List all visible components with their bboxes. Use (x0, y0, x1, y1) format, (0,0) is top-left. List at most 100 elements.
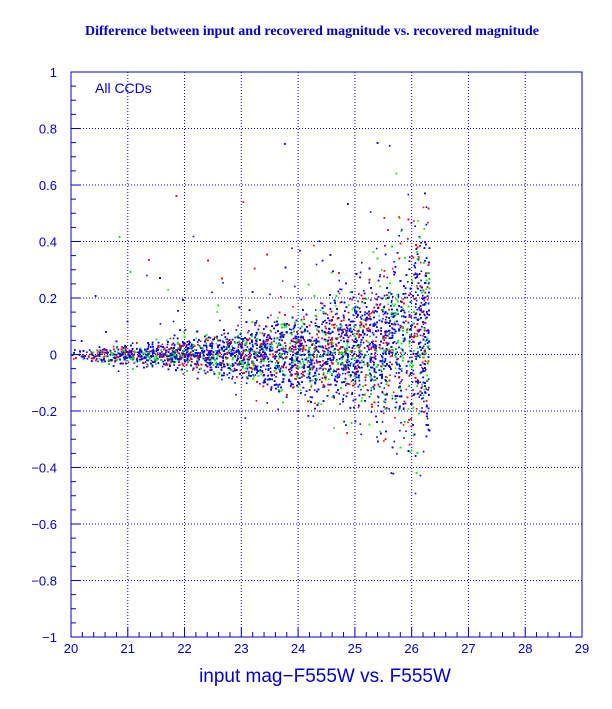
data-point (255, 400, 258, 402)
data-point (259, 371, 262, 373)
data-point (125, 349, 127, 351)
data-point (283, 364, 285, 366)
data-point (383, 387, 386, 389)
data-point (199, 340, 202, 343)
data-point (173, 343, 176, 346)
data-point (316, 356, 318, 359)
data-point (370, 312, 373, 314)
data-point (370, 411, 373, 413)
data-point (284, 350, 286, 353)
data-point (254, 374, 257, 376)
data-point (314, 325, 317, 327)
data-point (426, 404, 428, 407)
data-point (276, 364, 279, 366)
data-point (373, 306, 375, 309)
data-point (235, 349, 238, 352)
data-point (157, 358, 159, 360)
data-point (262, 371, 264, 374)
data-point (103, 359, 105, 361)
data-point (397, 313, 399, 315)
data-point (411, 381, 414, 383)
data-point (228, 342, 231, 344)
data-point (215, 343, 218, 345)
data-point (285, 324, 287, 326)
data-point (295, 335, 298, 338)
data-point (339, 326, 342, 329)
data-point (211, 341, 213, 343)
data-point (383, 440, 385, 442)
data-point (106, 350, 108, 353)
data-point (327, 389, 330, 392)
data-point (100, 358, 102, 361)
data-point (419, 318, 421, 320)
data-point (226, 362, 228, 365)
data-point (392, 313, 395, 316)
data-point (413, 316, 416, 319)
data-point (352, 314, 355, 316)
data-point (421, 297, 423, 299)
data-point (205, 342, 208, 344)
data-point (363, 326, 365, 328)
data-point (393, 270, 395, 273)
data-point (268, 364, 270, 366)
data-point (391, 303, 394, 305)
data-point (343, 319, 345, 321)
data-point (407, 281, 409, 283)
data-point (348, 368, 350, 370)
data-point (266, 336, 268, 339)
data-point (375, 293, 378, 295)
data-point (399, 324, 401, 327)
data-point (315, 338, 318, 340)
data-point (424, 348, 426, 351)
data-point (167, 355, 170, 358)
data-point (384, 394, 387, 396)
data-point (369, 357, 371, 360)
data-point (96, 352, 99, 354)
data-point (398, 216, 400, 218)
data-point (415, 291, 417, 293)
data-point (117, 351, 119, 353)
data-point (379, 348, 381, 350)
data-point (351, 391, 354, 394)
data-point (153, 352, 156, 355)
data-point (428, 386, 430, 389)
data-point (291, 340, 293, 343)
data-point (310, 339, 312, 342)
data-point (334, 378, 336, 380)
data-point (361, 353, 363, 356)
data-point (226, 343, 229, 345)
data-point (283, 333, 286, 336)
data-point (392, 324, 395, 326)
data-point (402, 315, 404, 317)
data-point (242, 372, 244, 375)
data-point (208, 362, 210, 365)
data-point (299, 389, 302, 392)
data-point (364, 379, 367, 382)
data-point (412, 369, 415, 372)
data-point (346, 349, 349, 352)
data-point (314, 402, 316, 405)
data-point (290, 369, 293, 372)
data-point (205, 361, 207, 363)
data-point (331, 354, 333, 356)
data-point (321, 323, 323, 325)
data-point (391, 397, 394, 400)
data-point (259, 383, 261, 385)
data-point (196, 341, 199, 343)
data-point (329, 368, 332, 371)
data-point (211, 347, 213, 350)
data-point (400, 422, 402, 424)
data-point (211, 362, 214, 364)
data-point (333, 368, 335, 371)
data-point (247, 360, 249, 363)
data-point (379, 385, 381, 388)
data-point (284, 374, 287, 376)
data-point (278, 361, 280, 363)
data-point (262, 357, 264, 359)
data-point (264, 333, 266, 335)
data-point (397, 294, 400, 296)
chart-title: Difference between input and recovered m… (84, 24, 540, 39)
data-point (309, 396, 312, 398)
data-point (126, 353, 129, 356)
data-point (393, 322, 396, 325)
